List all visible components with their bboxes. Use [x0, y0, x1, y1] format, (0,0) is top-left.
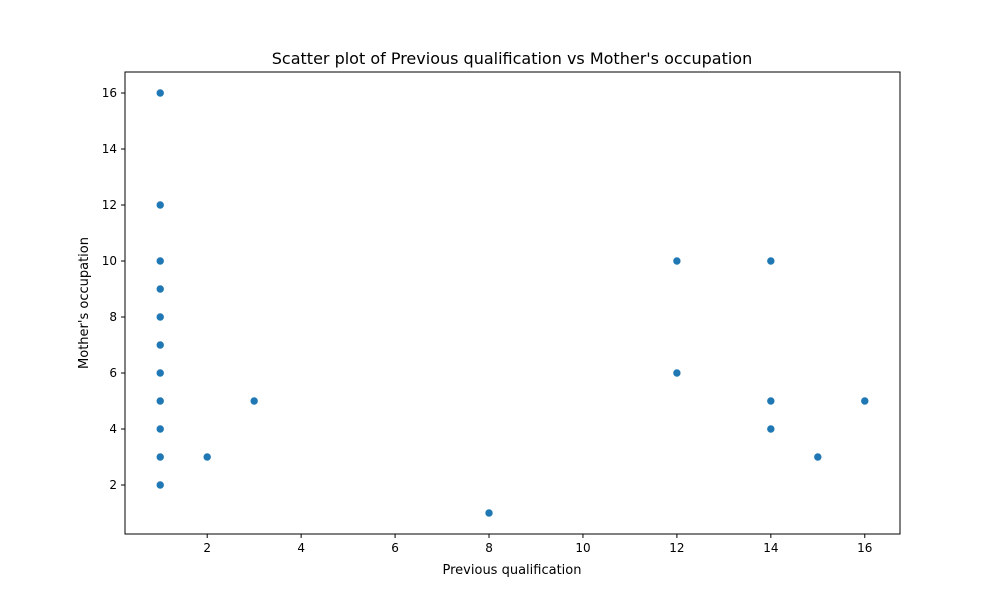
x-tick-label: 2 [203, 541, 211, 555]
x-tick-label: 14 [763, 541, 778, 555]
y-tick-label: 4 [109, 422, 117, 436]
x-tick-label: 16 [857, 541, 872, 555]
chart-title: Scatter plot of Previous qualification v… [272, 49, 752, 68]
data-points [155, 88, 870, 518]
scatter-point [155, 312, 165, 322]
y-tick-label: 2 [109, 478, 117, 492]
x-tick-label: 4 [297, 541, 305, 555]
scatter-point [155, 88, 165, 98]
scatter-point [249, 396, 259, 406]
y-tick-label: 6 [109, 366, 117, 380]
scatter-point [484, 508, 494, 518]
y-tick-label: 12 [102, 198, 117, 212]
axis-ticks: 2 4 6 8 10 12 14 16 2 4 6 8 10 12 14 16 [102, 86, 873, 555]
scatter-point [672, 256, 682, 266]
scatter-point [155, 200, 165, 210]
y-tick-label: 8 [109, 310, 117, 324]
y-tick-label: 16 [102, 86, 117, 100]
x-axis-label: Previous qualification [443, 563, 582, 578]
scatter-point [155, 284, 165, 294]
x-tick-label: 6 [391, 541, 399, 555]
y-axis-label: Mother's occupation [77, 237, 92, 369]
scatter-point [202, 452, 212, 462]
scatter-point [155, 256, 165, 266]
plot-area-frame [124, 71, 901, 535]
scatter-point [766, 424, 776, 434]
scatter-point [155, 424, 165, 434]
scatter-point [860, 396, 870, 406]
x-tick-label: 8 [485, 541, 493, 555]
scatter-point [155, 340, 165, 350]
scatter-point [766, 256, 776, 266]
x-tick-label: 12 [669, 541, 684, 555]
scatter-point [155, 480, 165, 490]
scatter-point [766, 396, 776, 406]
scatter-point [155, 396, 165, 406]
y-tick-label: 10 [102, 254, 117, 268]
y-tick-label: 14 [102, 142, 117, 156]
x-tick-label: 10 [575, 541, 590, 555]
scatter-point [672, 368, 682, 378]
scatter-point [813, 452, 823, 462]
scatter-point [155, 452, 165, 462]
scatter-point [155, 368, 165, 378]
